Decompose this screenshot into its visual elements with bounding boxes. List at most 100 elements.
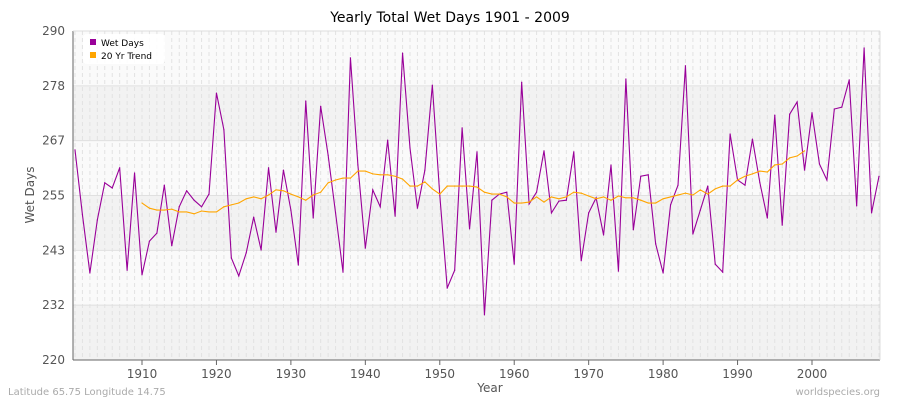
y-tick-label: 255 xyxy=(42,189,65,203)
data-point xyxy=(573,151,575,153)
y-tick-label: 267 xyxy=(42,134,65,148)
data-point xyxy=(193,213,195,215)
data-point xyxy=(424,181,426,183)
data-point xyxy=(446,185,448,187)
data-point xyxy=(282,190,285,192)
data-point xyxy=(126,269,128,271)
data-point xyxy=(215,211,218,213)
data-point xyxy=(141,202,143,204)
data-point xyxy=(267,167,270,169)
data-point xyxy=(208,193,210,195)
data-point xyxy=(171,208,173,210)
data-point xyxy=(379,174,381,176)
data-point xyxy=(774,164,776,166)
x-tick-label: 1930 xyxy=(276,367,307,381)
data-point xyxy=(349,57,352,59)
data-point xyxy=(282,169,285,171)
data-point xyxy=(818,163,821,165)
data-point xyxy=(327,154,329,156)
data-point xyxy=(759,170,761,172)
data-point xyxy=(610,199,612,201)
data-point xyxy=(141,274,143,276)
data-point xyxy=(602,196,605,198)
data-point xyxy=(275,231,277,233)
data-point xyxy=(699,189,701,191)
data-point xyxy=(409,147,411,149)
data-point xyxy=(699,209,701,211)
data-point xyxy=(640,199,642,201)
data-point xyxy=(803,169,806,171)
x-tick-label: 1980 xyxy=(648,367,679,381)
data-point xyxy=(513,202,515,204)
data-point xyxy=(96,219,98,221)
data-point xyxy=(357,170,359,172)
data-point xyxy=(334,212,337,214)
data-point xyxy=(483,314,486,316)
x-axis-label: Year xyxy=(476,381,502,395)
data-point xyxy=(870,212,873,214)
data-point xyxy=(476,151,478,153)
x-tick-label: 1990 xyxy=(722,367,753,381)
data-point xyxy=(811,112,813,114)
data-point xyxy=(379,206,381,208)
data-point xyxy=(409,185,411,187)
data-point xyxy=(833,108,835,110)
data-point xyxy=(655,243,657,245)
data-point xyxy=(439,193,441,195)
data-point xyxy=(781,224,783,226)
data-point xyxy=(260,249,262,251)
data-point xyxy=(848,79,850,81)
data-point xyxy=(521,202,523,204)
data-point xyxy=(74,149,76,151)
data-point xyxy=(736,179,739,181)
data-point xyxy=(498,193,500,195)
data-point xyxy=(468,185,471,187)
x-tick-label: 1940 xyxy=(350,367,381,381)
data-point xyxy=(454,269,456,271)
data-point xyxy=(744,175,746,177)
x-tick-label: 1950 xyxy=(425,367,456,381)
data-point xyxy=(468,228,471,230)
data-point xyxy=(230,257,232,259)
data-point xyxy=(312,194,314,196)
data-point xyxy=(766,217,768,219)
data-point xyxy=(751,138,754,140)
data-point xyxy=(602,234,605,236)
data-point xyxy=(677,194,679,196)
data-point xyxy=(506,191,508,193)
data-point xyxy=(580,192,582,194)
data-point xyxy=(617,270,620,272)
data-point xyxy=(230,204,232,206)
legend-swatch xyxy=(90,39,96,45)
data-point xyxy=(215,92,218,94)
data-point xyxy=(305,199,307,201)
data-point xyxy=(528,201,530,203)
data-point xyxy=(387,174,389,176)
data-point xyxy=(483,191,486,193)
data-point xyxy=(684,65,687,67)
legend-label: Wet Days xyxy=(101,39,144,49)
data-point xyxy=(714,188,716,190)
data-point xyxy=(104,182,106,184)
data-point xyxy=(647,174,649,176)
data-point xyxy=(327,182,329,184)
data-point xyxy=(424,169,426,171)
y-tick-label: 278 xyxy=(42,79,65,93)
data-point xyxy=(454,185,456,187)
y-tick-label: 243 xyxy=(42,243,65,257)
data-point xyxy=(200,206,203,208)
data-point xyxy=(163,184,165,186)
data-point xyxy=(580,260,582,262)
y-tick-label: 220 xyxy=(42,353,65,367)
data-point xyxy=(707,185,709,187)
y-tick-label: 232 xyxy=(42,298,65,312)
data-point xyxy=(789,157,791,159)
data-point xyxy=(692,194,694,196)
data-point xyxy=(856,205,858,207)
data-point xyxy=(461,127,463,129)
data-point xyxy=(416,185,419,187)
data-point xyxy=(722,271,724,273)
y-axis-label: Wet Days xyxy=(23,166,37,223)
data-point xyxy=(431,188,433,190)
